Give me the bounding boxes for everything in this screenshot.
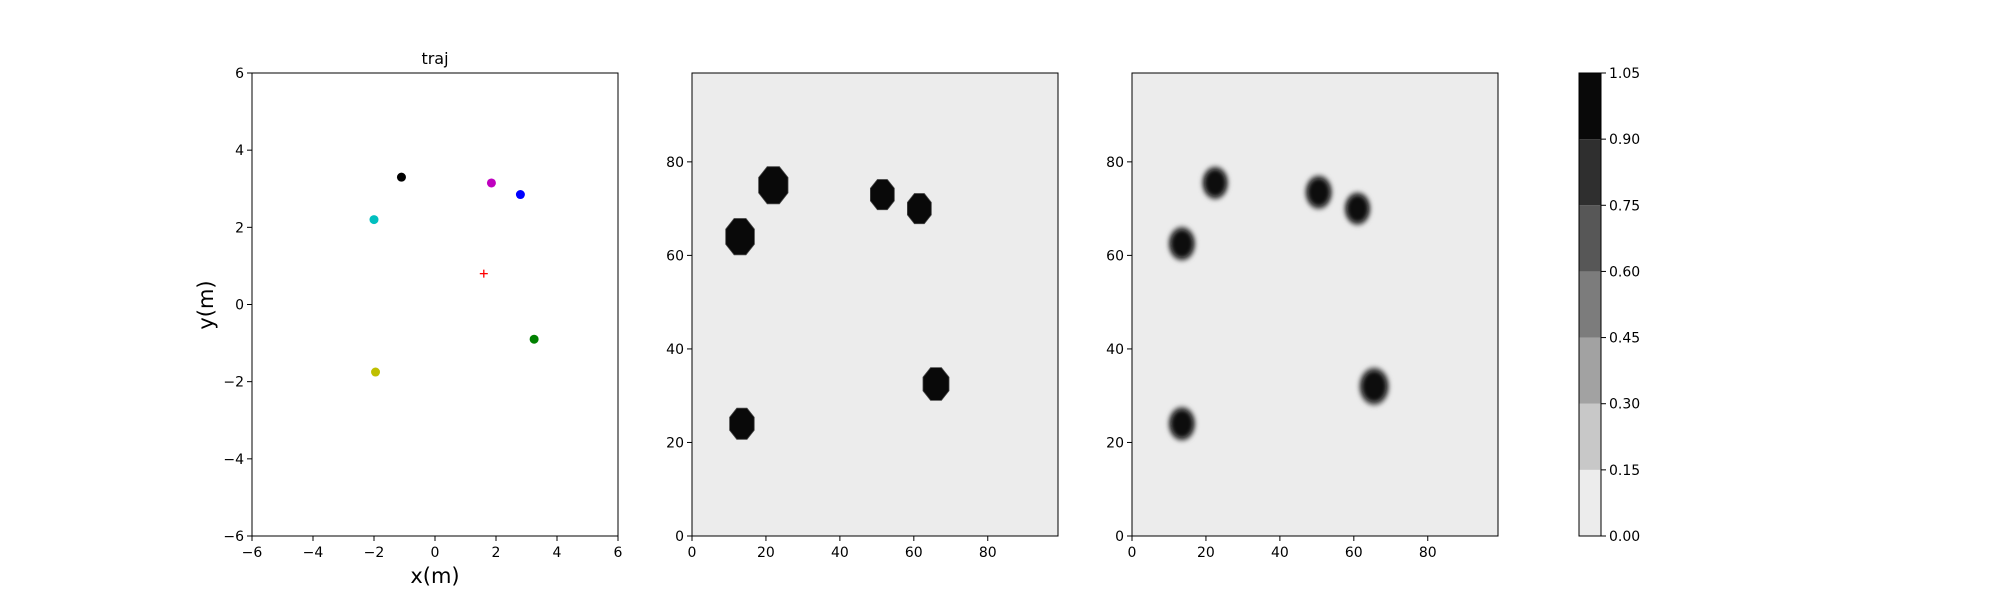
colorbar-tick-label: 0.00 <box>1609 529 1640 545</box>
y-tick-label: 20 <box>1106 435 1124 451</box>
colorbar-band <box>1579 469 1601 536</box>
x-tick-label: 0 <box>1128 545 1137 561</box>
y-tick-label: 4 <box>235 143 244 159</box>
x-tick-label: 2 <box>492 545 501 561</box>
heatmap-blob <box>1170 409 1193 438</box>
y-tick-label: −6 <box>223 529 244 545</box>
heatmap-blob <box>1362 371 1387 402</box>
colorbar-band <box>1579 271 1601 338</box>
scatter-point <box>371 367 381 377</box>
y-tick-label: −2 <box>223 375 244 391</box>
colorbar-tick-label: 0.75 <box>1609 198 1640 214</box>
x-axis-label: x(m) <box>410 564 459 588</box>
x-tick-label: 60 <box>905 545 923 561</box>
y-tick-label: 0 <box>1115 529 1124 545</box>
scatter-point <box>529 334 539 344</box>
colorbar-band <box>1579 337 1601 404</box>
x-tick-label: 0 <box>431 545 440 561</box>
y-axis-label: y(m) <box>194 280 218 329</box>
heatmap-blob <box>1346 195 1369 223</box>
scatter-point <box>369 215 379 225</box>
colorbar-band <box>1579 139 1601 206</box>
x-tick-label: 0 <box>688 545 697 561</box>
x-tick-label: 4 <box>553 545 562 561</box>
heatmap-blob <box>725 218 755 256</box>
y-tick-label: 20 <box>666 435 684 451</box>
target-plus-marker <box>479 269 488 278</box>
y-tick-label: 0 <box>675 529 684 545</box>
heatmap-blob <box>1204 169 1226 197</box>
colorbar-band <box>1579 205 1601 272</box>
x-tick-label: 40 <box>1271 545 1289 561</box>
x-tick-label: −6 <box>242 545 263 561</box>
plot-area <box>252 73 618 536</box>
heatmap-blob <box>1170 229 1193 258</box>
y-tick-label: 60 <box>666 248 684 264</box>
y-tick-label: 0 <box>235 298 244 314</box>
x-tick-label: 20 <box>757 545 775 561</box>
x-tick-label: 80 <box>979 545 997 561</box>
y-tick-label: 80 <box>666 155 684 171</box>
colorbar: 0.00 0.15 0.30 0.45 0.60 0.75 0.90 1.05 <box>1578 66 1640 545</box>
scatter-point <box>486 178 496 188</box>
colorbar-tick-label: 0.15 <box>1609 463 1640 479</box>
y-tick-label: 60 <box>1106 248 1124 264</box>
y-tick-label: 80 <box>1106 155 1124 171</box>
y-tick-label: 2 <box>235 220 244 236</box>
heatmap-blob <box>907 193 932 225</box>
heatmap-blob <box>729 407 755 440</box>
colorbar-frame <box>1578 72 1602 537</box>
colorbar-tick-label: 0.90 <box>1609 132 1640 148</box>
heatmap-blob <box>1307 178 1330 207</box>
plot-frame <box>1131 72 1499 537</box>
heatmap-blob <box>758 166 789 205</box>
colorbar-tick-label: 0.60 <box>1609 264 1640 280</box>
heatmap-panel-1: 0 20 40 60 80 0 20 40 60 80 <box>666 72 1059 561</box>
scatter-point <box>396 172 406 182</box>
colorbar-band <box>1579 73 1601 140</box>
x-tick-label: −2 <box>364 545 385 561</box>
x-tick-label: 60 <box>1345 545 1363 561</box>
heatmap-panel-2: 0 20 40 60 80 0 20 40 60 80 <box>1106 72 1499 561</box>
chart-title: traj <box>421 49 448 68</box>
plot-frame <box>251 72 619 537</box>
x-tick-label: −4 <box>303 545 324 561</box>
heatmap-background <box>1132 73 1498 536</box>
heatmap-blob <box>870 179 895 211</box>
colorbar-band <box>1579 403 1601 470</box>
colorbar-tick-label: 0.30 <box>1609 397 1640 413</box>
heatmap-background <box>692 73 1058 536</box>
x-tick-label: 6 <box>614 545 623 561</box>
x-tick-label: 40 <box>831 545 849 561</box>
traj-scatter-panel: traj x(m) y(m) −6 −4 −2 0 2 4 6 −6 −4 −2 0 2 4 6 <box>194 49 623 588</box>
y-tick-label: 40 <box>666 342 684 358</box>
heatmap-blob <box>922 367 950 401</box>
x-tick-label: 80 <box>1419 545 1437 561</box>
y-tick-label: −4 <box>223 452 244 468</box>
plot-frame <box>691 72 1059 537</box>
y-tick-label: 40 <box>1106 342 1124 358</box>
y-tick-label: 6 <box>235 66 244 82</box>
x-tick-label: 20 <box>1197 545 1215 561</box>
scatter-point <box>515 190 525 200</box>
colorbar-tick-label: 1.05 <box>1609 66 1640 82</box>
colorbar-tick-label: 0.45 <box>1609 331 1640 347</box>
